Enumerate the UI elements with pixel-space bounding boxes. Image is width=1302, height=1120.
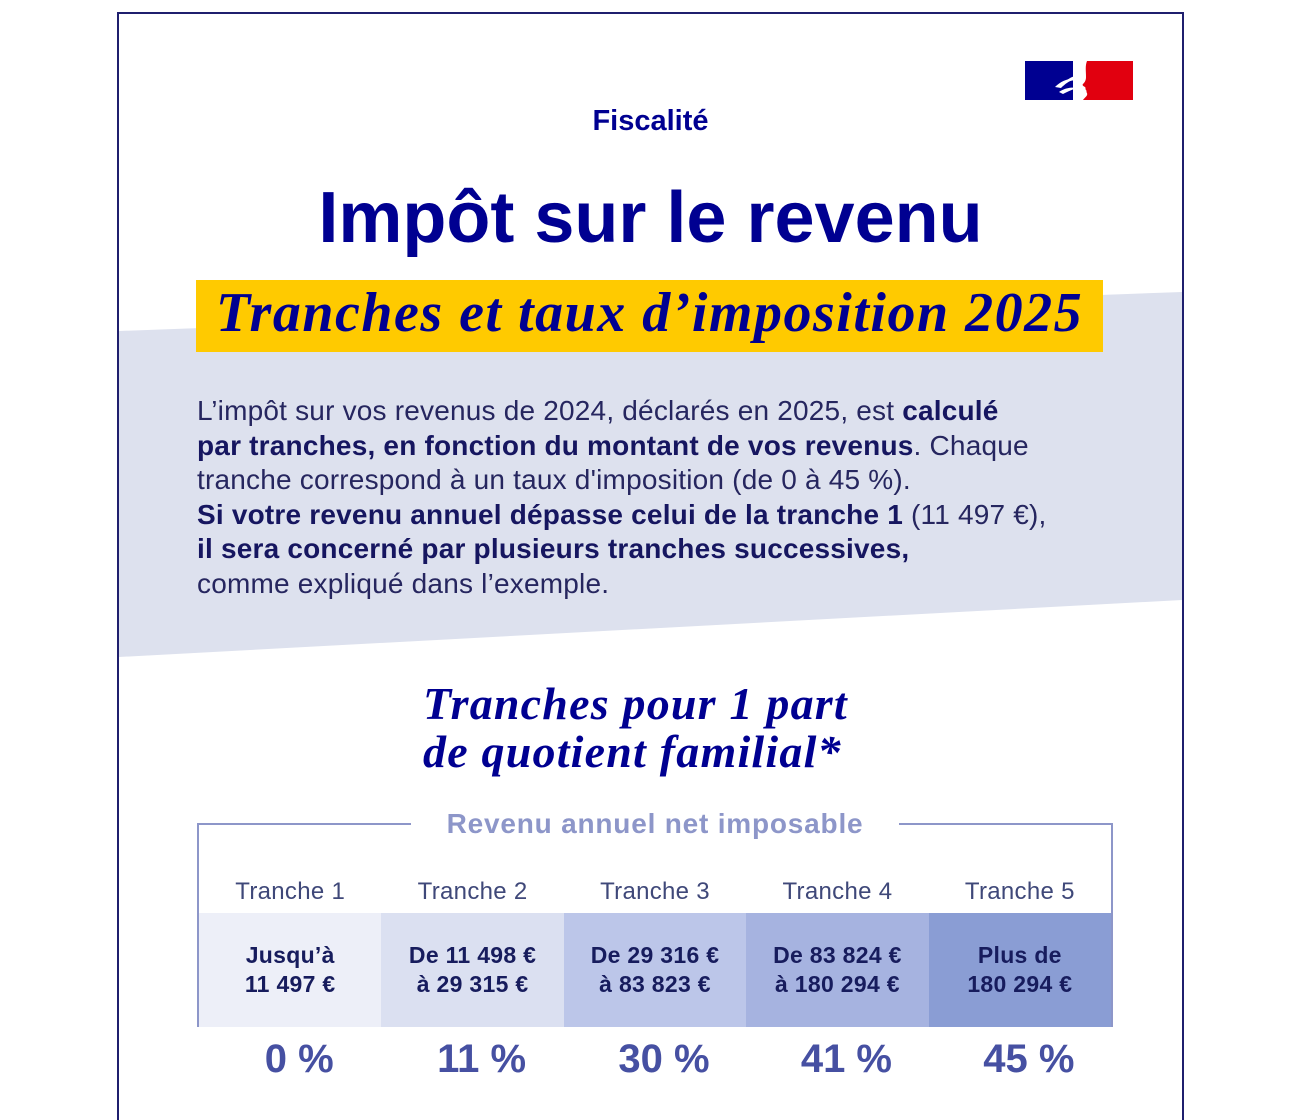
page-title: Impôt sur le revenu bbox=[318, 178, 983, 258]
marianne-hair-swoosh bbox=[1055, 78, 1075, 88]
tax-rate: 0 % bbox=[264, 1037, 334, 1081]
tax-rate: 30 % bbox=[618, 1037, 710, 1081]
intro-text-bold: par tranches, en fonction du montant de … bbox=[197, 429, 914, 461]
table-caption-row: Revenu annuel net imposable bbox=[197, 806, 1113, 842]
intro-text: L’impôt sur vos revenus de 2024, déclaré… bbox=[197, 395, 903, 426]
tranche-range-cell: Plus de 180 294 € bbox=[928, 913, 1112, 1027]
intro-line-5: il sera concerné par plusieurs tranches … bbox=[197, 532, 1047, 567]
background-band-shape bbox=[119, 292, 1182, 657]
marianne-hair-swoosh bbox=[1059, 87, 1077, 94]
intro-line-3: tranche correspond à un taux d'impositio… bbox=[197, 463, 1047, 498]
marianne-hair-swoosh bbox=[1065, 76, 1077, 82]
tranche-range-line: De 11 498 € bbox=[408, 942, 537, 968]
tranche-range-line: 180 294 € bbox=[967, 971, 1073, 997]
category-label: Fiscalité bbox=[592, 105, 709, 137]
tranche-label: Tranche 1 bbox=[235, 878, 346, 905]
brackets-heading-line: de quotient familial* bbox=[423, 726, 842, 777]
intro-line-2: par tranches, en fonction du montant de … bbox=[197, 429, 1047, 464]
page-subtitle: Tranches et taux d’imposition 2025 bbox=[215, 282, 1084, 344]
brackets-heading-line: Tranches pour 1 part bbox=[423, 678, 848, 729]
subtitle-highlight: Tranches et taux d’imposition 2025 bbox=[196, 280, 1103, 352]
tranche-label: Tranche 4 bbox=[782, 878, 893, 905]
tranche-range-cell: De 29 316 € à 83 823 € bbox=[563, 913, 747, 1027]
tranche-range-line: à 180 294 € bbox=[775, 971, 900, 997]
tranche-rates: 0 % 11 % 30 % 41 % 45 % bbox=[199, 1036, 1111, 1082]
table-caption: Revenu annuel net imposable bbox=[446, 808, 864, 839]
marianne-logo-icon bbox=[1025, 61, 1133, 100]
intro-paragraph: L’impôt sur vos revenus de 2024, déclaré… bbox=[197, 394, 1047, 602]
intro-line-1: L’impôt sur vos revenus de 2024, déclaré… bbox=[197, 394, 1047, 429]
intro-text-bold: il sera concerné par plusieurs tranches … bbox=[197, 533, 910, 565]
tranche-range-line: à 83 823 € bbox=[599, 971, 711, 997]
tranche-range-line: De 29 316 € bbox=[590, 942, 720, 968]
intro-text: tranche correspond à un taux d'impositio… bbox=[197, 464, 911, 496]
tranche-ranges: Jusqu’à 11 497 € De 11 498 € à 29 315 € … bbox=[199, 913, 1112, 1027]
tranche-label: Tranche 2 bbox=[417, 878, 528, 905]
caption-rule-left bbox=[197, 823, 411, 825]
card-frame bbox=[117, 12, 1184, 1120]
caption-rule-right bbox=[899, 823, 1113, 825]
flag-red-band bbox=[1082, 61, 1133, 100]
intro-line-4: Si votre revenu annuel dépasse celui de … bbox=[197, 498, 1047, 533]
intro-line-6: comme expliqué dans l’exemple. bbox=[197, 567, 1047, 602]
table-frame bbox=[197, 823, 1113, 1027]
tax-rate: 11 % bbox=[437, 1037, 527, 1081]
tax-rate: 45 % bbox=[983, 1037, 1075, 1081]
tranche-range-cell: De 11 498 € à 29 315 € bbox=[381, 913, 564, 1027]
intro-text: comme expliqué dans l’exemple. bbox=[197, 567, 610, 599]
tranche-headers: Tranche 1 Tranche 2 Tranche 3 Tranche 4 … bbox=[199, 877, 1111, 907]
intro-text-bold: calculé bbox=[902, 395, 999, 426]
tranche-range-cell: Jusqu’à 11 497 € bbox=[199, 913, 382, 1027]
tranche-label: Tranche 3 bbox=[600, 878, 710, 905]
intro-text-bold: Si votre revenu annuel dépasse celui de … bbox=[197, 498, 904, 530]
tranche-label: Tranche 5 bbox=[964, 878, 1075, 905]
intro-text: (11 497 €), bbox=[903, 498, 1047, 530]
tranche-range-line: Jusqu’à bbox=[245, 942, 335, 968]
tranche-range-line: De 83 824 € bbox=[773, 942, 902, 968]
tranche-range-line: Plus de bbox=[977, 942, 1062, 968]
intro-text: . Chaque bbox=[913, 429, 1029, 461]
tranche-range-cell: De 83 824 € à 180 294 € bbox=[746, 913, 929, 1027]
brackets-heading: Tranches pour 1 part de quotient familia… bbox=[423, 680, 848, 776]
tranche-range-line: à 29 315 € bbox=[416, 971, 529, 997]
tranche-range-line: 11 497 € bbox=[244, 971, 336, 997]
tax-rate: 41 % bbox=[800, 1037, 892, 1081]
